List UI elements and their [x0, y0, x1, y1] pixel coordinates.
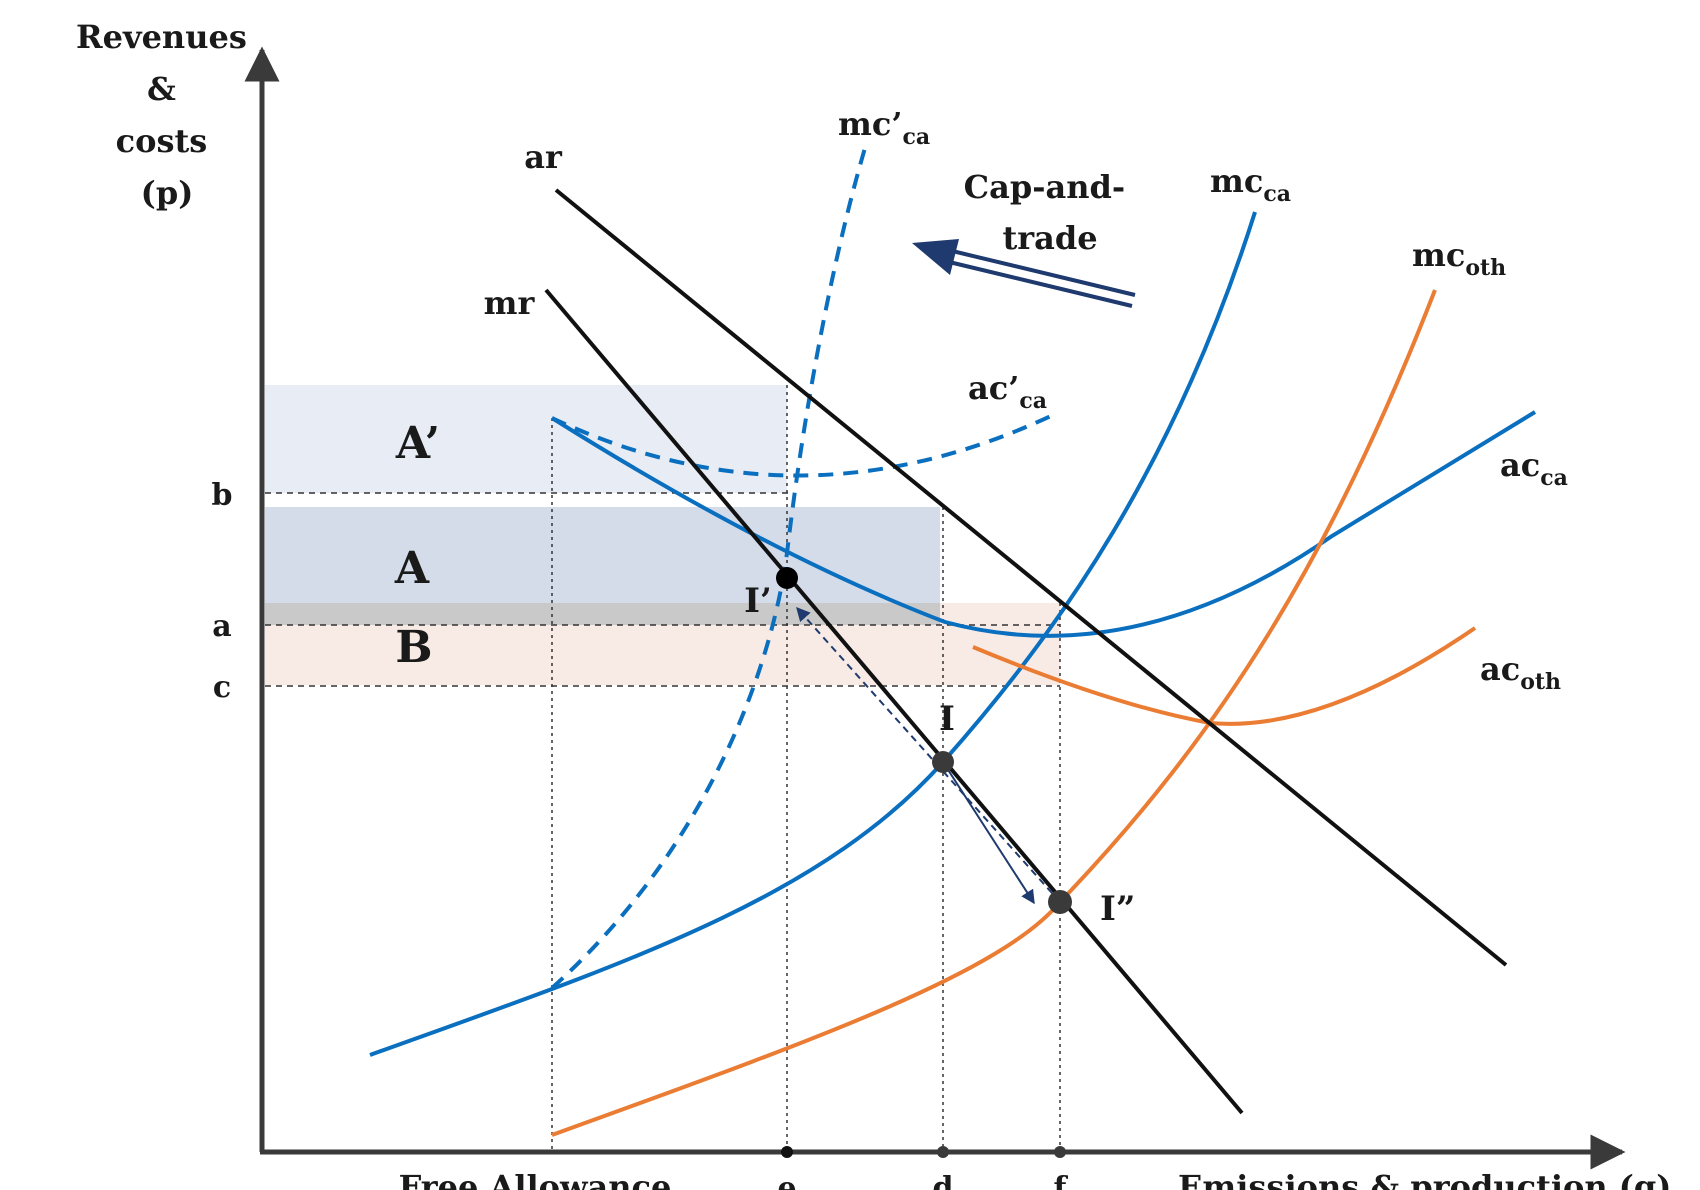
cap-and-trade-label-line-2: trade — [1002, 219, 1097, 257]
label-mc-ca-sub: ca — [1263, 181, 1291, 207]
label-mc-prime-ca: mc’ca — [838, 105, 930, 150]
label-mc-prime-ca-sub: ca — [902, 124, 930, 150]
region-a-label: A — [394, 543, 430, 594]
cap-and-trade-arrow-line-2 — [944, 259, 1133, 308]
label-mc-ca-main: mc — [1210, 162, 1263, 200]
curve-ac-prime-ca — [551, 412, 1056, 478]
label-mr: mr — [484, 284, 536, 322]
point-i-double-prime-marker — [1048, 890, 1072, 914]
point-i-double-prime-label: I” — [1100, 889, 1135, 929]
cap-and-trade-arrow — [912, 239, 1136, 308]
point-i-marker — [932, 751, 954, 773]
guide-verticals — [551, 385, 1061, 1150]
point-i-prime-marker — [776, 567, 798, 589]
label-ac-prime-ca-main: ac’ — [968, 369, 1019, 407]
x-tick-d: d — [933, 1171, 954, 1190]
label-mc-oth-main: mc — [1412, 236, 1465, 274]
cap-and-trade-label: Cap-and- trade — [964, 168, 1137, 257]
cap-and-trade-arrowhead — [912, 239, 959, 275]
region-a-prime-shade — [265, 385, 787, 493]
label-ac-ca: acca — [1500, 446, 1568, 491]
y-tick-c: c — [213, 670, 231, 705]
label-mc-ca: mcca — [1210, 162, 1291, 207]
label-ac-oth: acoth — [1480, 650, 1561, 695]
point-i-prime-label: I’ — [744, 581, 772, 621]
y-axis-title-line-4: (p) — [141, 174, 194, 212]
x-tick-e: e — [777, 1171, 796, 1190]
y-axis-title-line-3: costs — [116, 122, 208, 160]
cap-and-trade-label-line-1: Cap-and- — [964, 168, 1126, 206]
tick-f-dot — [1054, 1146, 1066, 1158]
label-ar: ar — [524, 138, 563, 176]
label-ac-oth-sub: oth — [1520, 669, 1561, 695]
label-mc-oth: mcoth — [1412, 236, 1506, 281]
tick-d-dot — [937, 1146, 949, 1158]
y-axis-title-line-2: & — [147, 70, 176, 108]
region-b-label: B — [395, 622, 432, 673]
arrow-i-to-i-double-prime — [942, 761, 1035, 905]
guide-lines — [265, 492, 1060, 687]
curve-mc-oth — [551, 289, 1437, 1137]
region-a-prime-label: A’ — [395, 418, 440, 469]
x-axis-title: Emissions & production (q) — [1178, 1168, 1671, 1190]
label-mc-prime-ca-main: mc’ — [838, 105, 902, 143]
label-ac-ca-main: ac — [1500, 446, 1540, 484]
curve-ac-ca — [550, 410, 1537, 638]
label-mc-oth-sub: oth — [1465, 255, 1506, 281]
curve-mr — [544, 288, 1244, 1115]
label-ac-prime-ca-sub: ca — [1019, 388, 1047, 414]
point-i-label: I — [939, 699, 955, 739]
label-ac-prime-ca: ac’ca — [968, 369, 1047, 414]
x-tick-f: f — [1054, 1171, 1069, 1190]
tick-e-dot — [781, 1146, 793, 1158]
curve-ar — [554, 188, 1508, 967]
region-a-shade — [265, 507, 940, 603]
y-axis-title-line-1: Revenues — [76, 18, 247, 56]
free-allowance-label: Free Allowance — [399, 1168, 672, 1190]
label-ac-oth-main: ac — [1480, 650, 1520, 688]
y-axis-title: Revenues & costs (p) — [76, 18, 258, 212]
region-overlap-shade — [265, 603, 940, 625]
arrow-i-double-prime-to-i-prime — [796, 606, 1061, 903]
label-ac-ca-sub: ca — [1540, 465, 1568, 491]
cap-and-trade-arrow-line-1 — [947, 248, 1136, 297]
y-tick-b: b — [212, 478, 233, 513]
y-tick-a: a — [212, 609, 231, 644]
